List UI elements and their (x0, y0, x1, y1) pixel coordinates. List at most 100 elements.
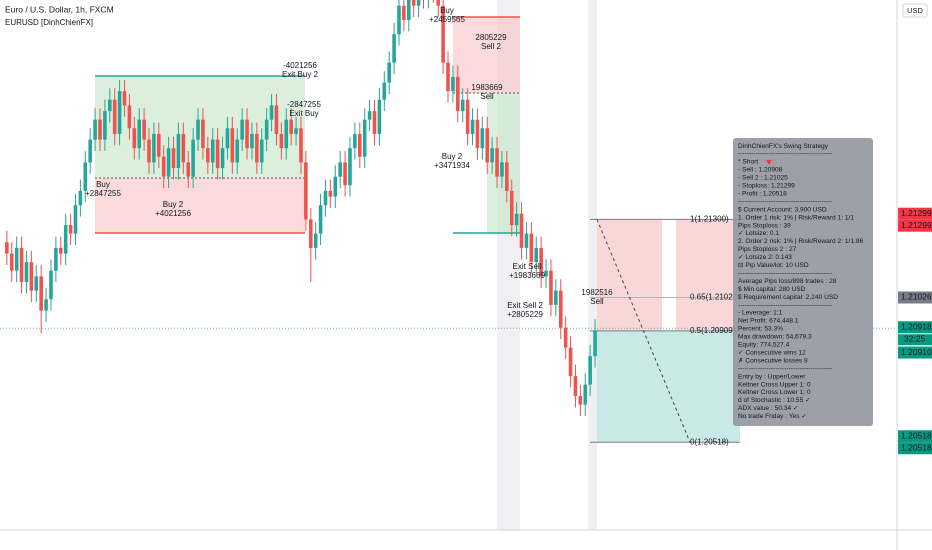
panel-line: Pips Stoploss : 39 (738, 222, 791, 229)
panel-line: ----------------------------------------… (738, 198, 832, 205)
panel-line: Entry by : Upper/Lower (738, 373, 806, 380)
candle-body (250, 133, 254, 149)
candle-body (9, 253, 14, 271)
price-label-bg (898, 291, 932, 304)
candle-body (382, 82, 387, 100)
level-label: 0.65(1.21026) (690, 293, 740, 302)
signal-label: -2847255 (287, 100, 321, 109)
panel-line: ----------------------------------------… (738, 151, 832, 158)
panel-line: ✓ Consecutive wins 12 (738, 349, 806, 356)
candle-body (411, 0, 416, 6)
panel-bg (733, 138, 873, 426)
candle-body (367, 111, 372, 120)
signal-label: Sell (590, 297, 604, 306)
signal-label: +4021256 (155, 209, 191, 218)
candle-body (279, 133, 284, 149)
candle-body (29, 262, 34, 291)
candle-body (392, 34, 396, 63)
price-label: 1.21026 (901, 292, 932, 302)
candle-body (157, 133, 161, 157)
signal-label: Exit Sell (513, 262, 542, 271)
price-label: 1.21299 (901, 220, 932, 230)
candle-body (137, 119, 142, 149)
level-label: 0.5(1.20909) (690, 326, 736, 335)
price-label-bg (898, 442, 932, 455)
panel-line: Percent: 53.3% (738, 326, 783, 333)
candle-body (465, 99, 470, 134)
price-label-bg (898, 346, 932, 359)
candle-body (181, 133, 186, 163)
candle-body (127, 105, 132, 129)
price-label: 1.21299 (901, 208, 932, 218)
candle-body (353, 133, 357, 149)
candle-body (240, 119, 244, 140)
candle-body (201, 119, 205, 149)
level-label: 0(1.20518) (690, 437, 729, 446)
candle-body (176, 133, 181, 169)
candle-body (112, 99, 117, 134)
candle-body (215, 139, 220, 169)
chart-subtitle: EURUSD [DinhChienFX] (5, 18, 93, 27)
signal-label: Sell 2 (481, 42, 502, 51)
signal-label: Buy 2 (163, 200, 184, 209)
signal-label: Buy (440, 6, 454, 15)
candle-body (19, 247, 24, 283)
candle-body (456, 76, 460, 112)
chart-title: Euro / U.S. Dollar, 1h, FXCM (5, 4, 114, 14)
candle-body (509, 190, 514, 226)
signal-label: Buy (96, 180, 110, 189)
price-label: 1.20518 (901, 430, 932, 440)
candle-body (132, 128, 137, 149)
candle-body (593, 330, 597, 357)
panel-line: Equity: 774,527.4 (738, 342, 790, 349)
signal-label: Exit Buy (289, 109, 318, 118)
panel-line: - Stoploss: 1.21299 (738, 183, 795, 190)
candle-body (480, 128, 485, 149)
panel-line: 1. Order 1 risk: 1% | Risk/Reward 1: 1/1 (738, 214, 854, 221)
candle-body (441, 5, 445, 63)
candle-body (5, 242, 9, 254)
candles (5, 0, 597, 417)
candle-body (220, 148, 225, 169)
candle-body (49, 270, 53, 300)
panel-line: 2. Order 2 risk: 1% | Risk/Reward 2: 1/1… (738, 238, 864, 245)
candle-body (44, 299, 48, 311)
candle-body (343, 162, 347, 186)
candle-body (73, 205, 78, 234)
candle-body (377, 99, 382, 134)
countdown-bg (898, 334, 932, 346)
candle-body (524, 233, 529, 248)
risk-box (676, 219, 740, 331)
candle-body (210, 139, 215, 163)
long-profit-box (95, 76, 305, 178)
panel-line: Net Profit: 674,448.1 (738, 318, 799, 325)
signal-label: +2847255 (85, 189, 121, 198)
long-risk-box (95, 178, 305, 233)
candle-body (568, 347, 573, 377)
candle-body (416, 0, 421, 6)
panel-line: Max drawdown: 54,679.3 (738, 334, 812, 341)
price-label: 1.20910 (901, 347, 932, 357)
trade-levels: 1(1.21300) 0.65(1.21026) 0.5(1.20909) 0(1.2… (0, 215, 897, 446)
price-label: 1.20518 (901, 442, 932, 452)
price-label-bg (898, 219, 932, 232)
candle-body (289, 119, 293, 134)
price-label-bg (898, 430, 932, 443)
panel-line: - Sell 2 : 1.21025 (738, 175, 788, 182)
candle-body (24, 262, 29, 283)
price-label-bg (898, 207, 932, 220)
candle-body (117, 91, 122, 134)
candle-body (269, 105, 274, 120)
candle-body (500, 162, 504, 177)
candle-body (588, 356, 592, 385)
strategy-panel: DinhChienFX's Swing Strategy------------… (733, 138, 873, 426)
candle-body (294, 128, 298, 134)
candle-body (206, 148, 210, 163)
candle-body (308, 219, 313, 248)
candle-body (39, 276, 43, 311)
candle-body (362, 119, 367, 157)
signal-label: 2805229 (475, 33, 507, 42)
candle-body (264, 119, 269, 140)
price-axis-bg (897, 0, 932, 550)
